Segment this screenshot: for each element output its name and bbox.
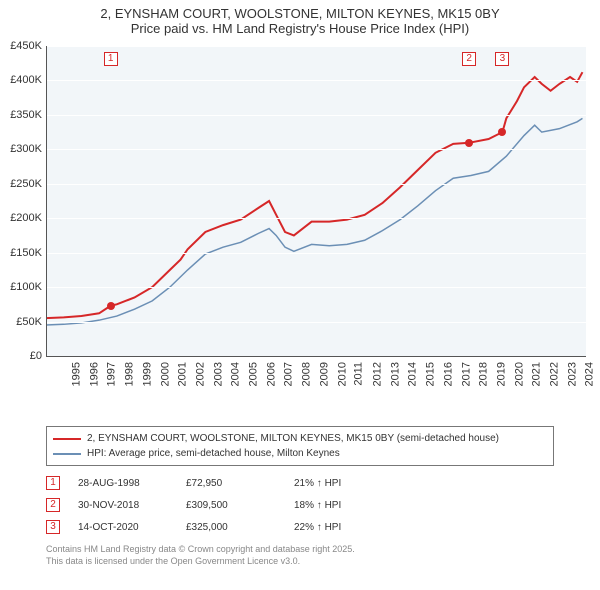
- x-axis-tick: 2015: [425, 362, 437, 386]
- sales-price: £325,000: [186, 522, 276, 533]
- x-axis-tick: 2021: [531, 362, 543, 386]
- gridline-h: [46, 322, 586, 323]
- y-axis-tick: £300K: [0, 143, 42, 155]
- gridline-h: [46, 149, 586, 150]
- sale-marker-dot: [107, 302, 115, 310]
- sales-date: 30-NOV-2018: [78, 500, 168, 511]
- chart-area: £0 £50K £100K £150K £200K £250K £300K £350K £400…: [0, 38, 600, 418]
- legend-label: HPI: Average price, semi-detached house,…: [87, 446, 340, 461]
- gridline-h: [46, 46, 586, 47]
- y-axis-tick: £50K: [0, 316, 42, 328]
- sales-date: 28-AUG-1998: [78, 478, 168, 489]
- sales-row: 3 14-OCT-2020 £325,000 22% ↑ HPI: [46, 516, 554, 538]
- x-axis-tick: 2016: [442, 362, 454, 386]
- y-axis-tick: £400K: [0, 74, 42, 86]
- sales-index: 2: [46, 498, 60, 512]
- x-axis-tick: 2001: [177, 362, 189, 386]
- sales-index: 1: [46, 476, 60, 490]
- legend-row: HPI: Average price, semi-detached house,…: [53, 446, 547, 461]
- gridline-h: [46, 218, 586, 219]
- chart-svg: [0, 38, 600, 418]
- footer-line-1: Contains HM Land Registry data © Crown c…: [46, 544, 554, 556]
- legend-swatch: [53, 453, 81, 455]
- y-axis-tick: £450K: [0, 40, 42, 52]
- chart-title: 2, EYNSHAM COURT, WOOLSTONE, MILTON KEYN…: [0, 0, 600, 38]
- y-axis-tick: £200K: [0, 212, 42, 224]
- sales-diff: 18% ↑ HPI: [294, 500, 384, 511]
- x-axis-tick: 2013: [389, 362, 401, 386]
- series-price-paid: [46, 72, 582, 318]
- sales-date: 14-OCT-2020: [78, 522, 168, 533]
- y-axis-tick: £350K: [0, 109, 42, 121]
- gridline-h: [46, 115, 586, 116]
- x-axis-tick: 2020: [513, 362, 525, 386]
- x-axis-tick: 2024: [584, 362, 596, 386]
- x-axis-tick: 2005: [248, 362, 260, 386]
- sale-marker-dot: [465, 139, 473, 147]
- x-axis-tick: 1995: [70, 362, 82, 386]
- x-axis-tick: 2010: [336, 362, 348, 386]
- sales-diff: 21% ↑ HPI: [294, 478, 384, 489]
- gridline-h: [46, 253, 586, 254]
- y-axis-tick: £150K: [0, 247, 42, 259]
- x-axis-tick: 2002: [194, 362, 206, 386]
- sales-diff: 22% ↑ HPI: [294, 522, 384, 533]
- x-axis-tick: 1998: [124, 362, 136, 386]
- x-axis-tick: 2012: [371, 362, 383, 386]
- x-axis-tick: 2007: [283, 362, 295, 386]
- sale-marker-label: 1: [104, 52, 118, 66]
- x-axis-tick: 1997: [106, 362, 118, 386]
- gridline-h: [46, 287, 586, 288]
- x-axis-tick: 1999: [141, 362, 153, 386]
- gridline-h: [46, 80, 586, 81]
- x-axis-tick: 2009: [318, 362, 330, 386]
- x-axis-tick: 2022: [549, 362, 561, 386]
- x-axis-tick: 2011: [353, 362, 365, 386]
- x-axis-tick: 2003: [212, 362, 224, 386]
- x-axis-line: [46, 356, 586, 357]
- x-axis-tick: 2023: [566, 362, 578, 386]
- title-line-2: Price paid vs. HM Land Registry's House …: [10, 21, 590, 36]
- sales-table: 1 28-AUG-1998 £72,950 21% ↑ HPI 2 30-NOV-2018…: [46, 472, 554, 538]
- x-axis-tick: 2014: [407, 362, 419, 386]
- y-axis-tick: £0: [0, 350, 42, 362]
- sales-price: £72,950: [186, 478, 276, 489]
- title-line-1: 2, EYNSHAM COURT, WOOLSTONE, MILTON KEYN…: [10, 6, 590, 21]
- legend-row: 2, EYNSHAM COURT, WOOLSTONE, MILTON KEYN…: [53, 431, 547, 446]
- legend: 2, EYNSHAM COURT, WOOLSTONE, MILTON KEYN…: [46, 426, 554, 466]
- y-axis-tick: £100K: [0, 281, 42, 293]
- x-axis-tick: 2017: [460, 362, 472, 386]
- sales-row: 1 28-AUG-1998 £72,950 21% ↑ HPI: [46, 472, 554, 494]
- x-axis-tick: 2000: [159, 362, 171, 386]
- footer: Contains HM Land Registry data © Crown c…: [46, 544, 554, 567]
- footer-line-2: This data is licensed under the Open Gov…: [46, 556, 554, 568]
- legend-label: 2, EYNSHAM COURT, WOOLSTONE, MILTON KEYN…: [87, 431, 499, 446]
- sales-index: 3: [46, 520, 60, 534]
- sale-marker-label: 2: [462, 52, 476, 66]
- x-axis-tick: 2004: [230, 362, 242, 386]
- sales-row: 2 30-NOV-2018 £309,500 18% ↑ HPI: [46, 494, 554, 516]
- x-axis-tick: 2008: [301, 362, 313, 386]
- y-axis-tick: £250K: [0, 178, 42, 190]
- x-axis-tick: 2006: [265, 362, 277, 386]
- x-axis-tick: 2018: [478, 362, 490, 386]
- gridline-h: [46, 184, 586, 185]
- y-axis-line: [46, 46, 47, 356]
- x-axis-tick: 1996: [88, 362, 100, 386]
- sale-marker-label: 3: [495, 52, 509, 66]
- x-axis-tick: 2019: [495, 362, 507, 386]
- legend-swatch: [53, 438, 81, 440]
- sales-price: £309,500: [186, 500, 276, 511]
